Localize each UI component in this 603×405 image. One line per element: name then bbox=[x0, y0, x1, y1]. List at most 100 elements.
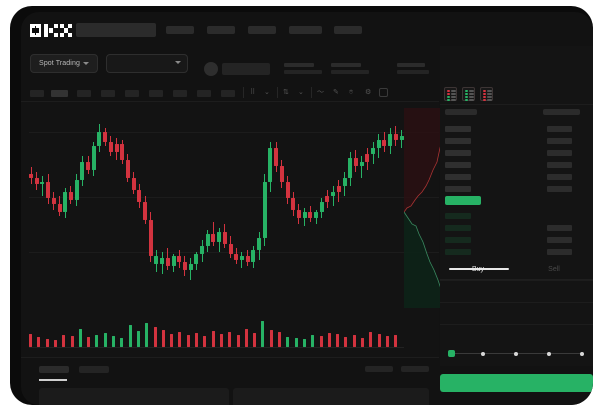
volume-bar bbox=[70, 336, 74, 347]
volume-bar bbox=[29, 334, 32, 347]
timeframe-3[interactable] bbox=[101, 90, 115, 97]
orderbook-panel bbox=[440, 46, 593, 366]
toolbar-divider bbox=[311, 87, 312, 98]
place-buy-order-button[interactable] bbox=[440, 374, 593, 392]
nav-item-0[interactable] bbox=[166, 26, 194, 34]
orderbook-bids-icon[interactable] bbox=[462, 87, 475, 101]
line-style-icon[interactable]: 〜 bbox=[317, 89, 324, 96]
orderbook-spread-price[interactable] bbox=[445, 196, 481, 205]
orderbook-amount bbox=[445, 249, 471, 255]
orderbook-total bbox=[547, 174, 572, 180]
orderbook-amount bbox=[445, 225, 471, 231]
orderbook-asks-icon[interactable] bbox=[480, 87, 493, 101]
nav-item-3[interactable] bbox=[289, 26, 322, 34]
timeframe-5[interactable] bbox=[149, 90, 163, 97]
candle-body bbox=[314, 212, 318, 218]
orderbook-total bbox=[547, 138, 572, 144]
slider-handle[interactable] bbox=[448, 350, 455, 357]
tab-buy-label: Buy bbox=[471, 266, 485, 273]
bottom-action-0[interactable] bbox=[365, 366, 393, 372]
volume-bar bbox=[62, 335, 66, 347]
orderbook-amount bbox=[445, 186, 471, 192]
candle-body bbox=[165, 258, 170, 266]
volume-bar bbox=[344, 337, 348, 347]
price-chart[interactable] bbox=[21, 102, 439, 357]
volume-bar bbox=[45, 339, 49, 347]
candle-body bbox=[268, 148, 273, 182]
candle-body bbox=[205, 234, 210, 246]
pencil-icon[interactable]: ✎ bbox=[333, 89, 339, 96]
orderbook-total bbox=[547, 237, 572, 243]
timeframe-6[interactable] bbox=[173, 90, 187, 97]
volume-bar bbox=[385, 336, 389, 347]
search-input[interactable] bbox=[76, 23, 156, 37]
percent-mark-1[interactable] bbox=[481, 351, 485, 356]
gridline bbox=[29, 197, 439, 198]
candle-body bbox=[143, 202, 147, 220]
timeframe-4[interactable] bbox=[125, 90, 139, 97]
percent-mark-4[interactable] bbox=[580, 351, 584, 356]
timeframe-7[interactable] bbox=[197, 90, 211, 97]
toolbar-divider bbox=[243, 87, 244, 98]
indicators-icon[interactable]: ⠿ bbox=[250, 89, 256, 96]
market-type-label: Spot Trading bbox=[39, 60, 80, 67]
candle-body bbox=[393, 134, 398, 140]
trade-side-tabs: Buy Sell bbox=[440, 258, 593, 280]
bottom-tab-0[interactable] bbox=[39, 366, 69, 373]
percent-mark-3[interactable] bbox=[547, 351, 551, 356]
candle-body bbox=[296, 210, 301, 218]
nav-item-4[interactable] bbox=[334, 26, 362, 34]
nav-item-1[interactable] bbox=[207, 26, 235, 34]
settings-icon[interactable]: ⚙ bbox=[365, 89, 372, 96]
nav-item-2[interactable] bbox=[248, 26, 276, 34]
volume-bar bbox=[352, 335, 356, 347]
market-type-dropdown[interactable]: Spot Trading bbox=[30, 54, 98, 73]
timeframe-1[interactable] bbox=[51, 90, 68, 97]
timeframe-8[interactable] bbox=[221, 90, 235, 97]
candle-body bbox=[34, 178, 39, 184]
camera-icon[interactable]: ⌾ bbox=[349, 89, 354, 96]
volume-bar bbox=[195, 333, 198, 347]
last-price bbox=[222, 63, 270, 75]
volume-bar bbox=[327, 333, 331, 347]
fullscreen-icon[interactable] bbox=[379, 88, 388, 97]
volume-bar bbox=[377, 334, 381, 347]
toolbar-divider bbox=[277, 87, 278, 98]
volume-bar bbox=[278, 332, 281, 347]
volume-bar bbox=[178, 332, 182, 347]
orderbook-both-icon[interactable] bbox=[444, 87, 457, 101]
okx-logo[interactable] bbox=[30, 24, 72, 37]
volume-baseline bbox=[29, 347, 404, 348]
candle-body bbox=[177, 256, 182, 262]
chevron-down-icon[interactable]: ⌄ bbox=[264, 89, 270, 96]
volume-bar bbox=[136, 331, 140, 347]
candle-body bbox=[91, 146, 96, 170]
tab-sell[interactable]: Sell bbox=[548, 266, 560, 273]
form-divider bbox=[440, 302, 593, 303]
top-navigation-bar bbox=[21, 12, 593, 46]
bottom-tab-1[interactable] bbox=[79, 366, 109, 373]
chevron-down-icon bbox=[82, 62, 89, 65]
timeframe-0[interactable] bbox=[30, 90, 44, 97]
bottom-action-1[interactable] bbox=[401, 366, 429, 372]
orderbook-amount bbox=[445, 150, 471, 156]
compare-icon[interactable]: ⇅ bbox=[283, 89, 289, 96]
orders-card-left bbox=[39, 388, 229, 405]
candle-body bbox=[211, 234, 216, 242]
volume-bar bbox=[78, 329, 82, 347]
volume-bar bbox=[203, 336, 207, 347]
volume-bar bbox=[153, 327, 157, 347]
tab-buy[interactable]: Buy bbox=[440, 266, 516, 273]
candle-body bbox=[245, 256, 250, 262]
percent-mark-2[interactable] bbox=[514, 351, 518, 356]
candle-body bbox=[348, 158, 353, 178]
candle-body bbox=[336, 186, 341, 192]
chevron-down-icon[interactable]: ⌄ bbox=[298, 89, 304, 96]
orderbook-column-amount bbox=[445, 109, 477, 115]
timeframe-2[interactable] bbox=[77, 90, 91, 97]
stat-2 bbox=[397, 63, 429, 74]
candle-body bbox=[125, 160, 130, 178]
volume-bar bbox=[170, 334, 174, 347]
percent-slider[interactable] bbox=[448, 350, 586, 357]
trading-pair-select[interactable] bbox=[106, 54, 188, 73]
